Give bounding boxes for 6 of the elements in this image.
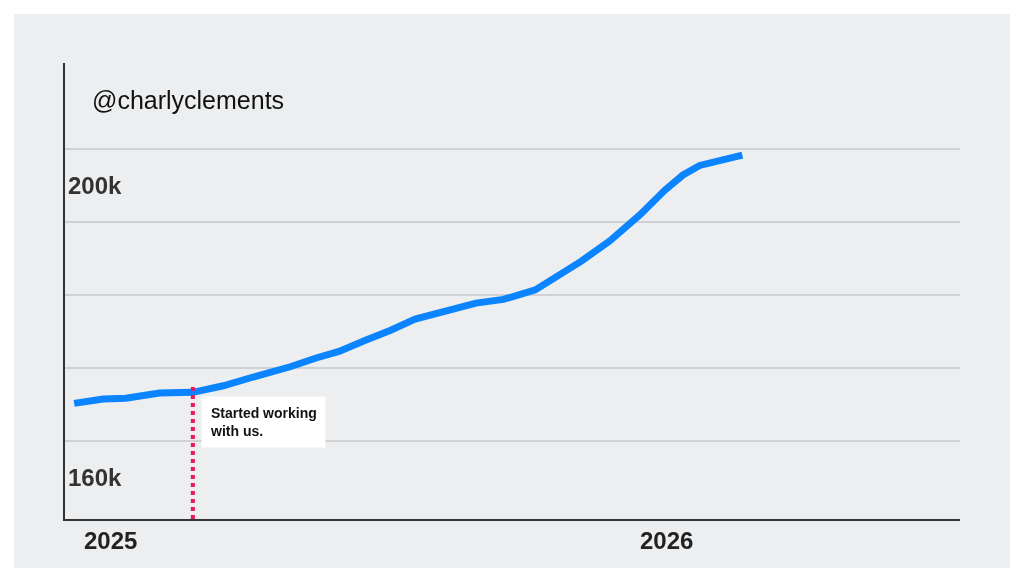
ref-line-label: Started working with us. (210, 405, 317, 440)
x-tick-label: 2026 (640, 527, 694, 554)
text: @charlyclements (92, 85, 285, 114)
y-tick-label: 160k (68, 464, 123, 492)
y-tick-label: 200k (68, 171, 123, 199)
x-tick-label: 2025 (84, 527, 138, 554)
